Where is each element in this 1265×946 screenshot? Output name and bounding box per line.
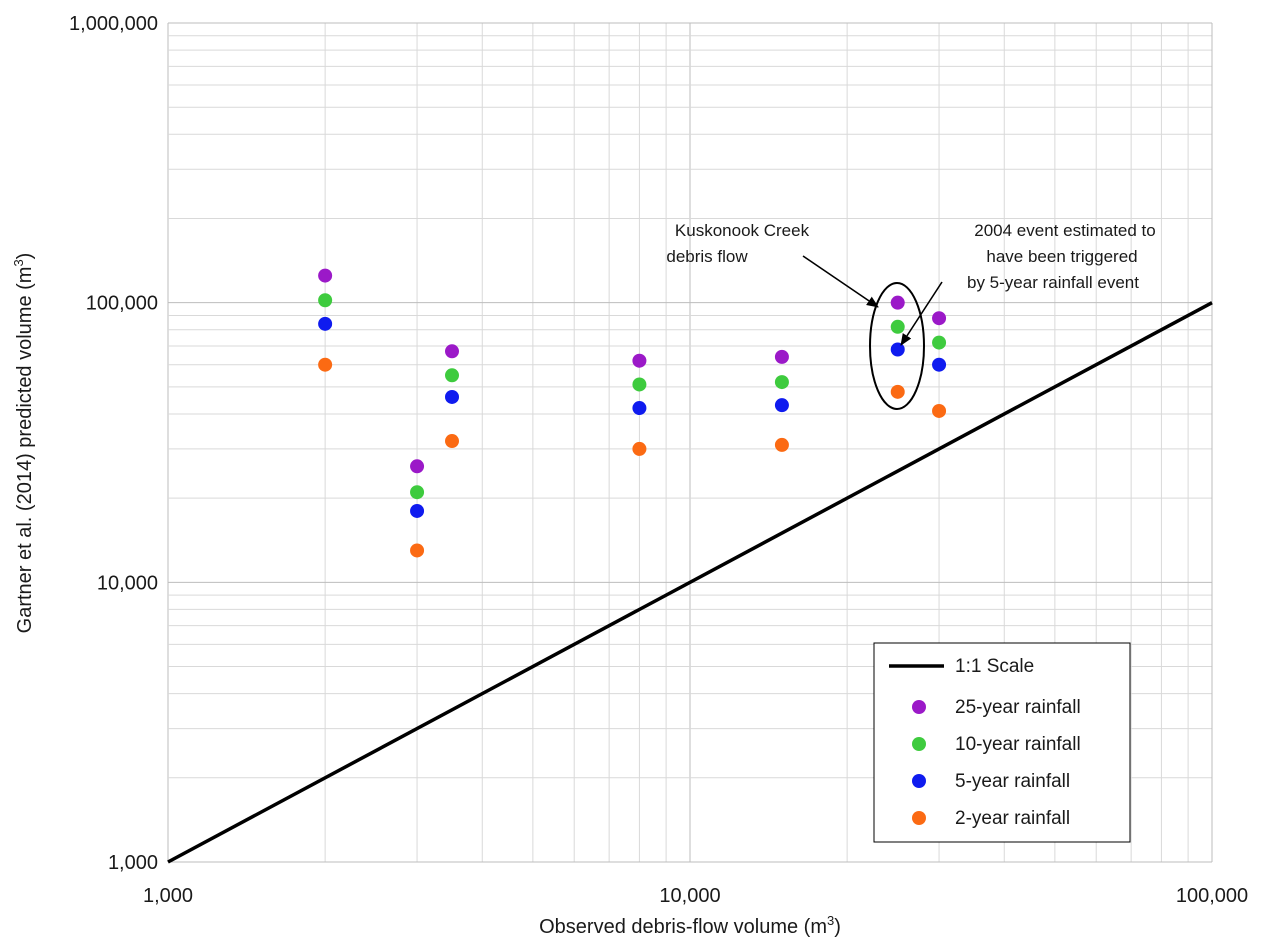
annotation-2004-line-2: have been triggered — [986, 247, 1137, 266]
data-point-10-year-rainfall — [632, 377, 647, 392]
reference-line-layer — [167, 301, 1213, 864]
data-point-5-year-rainfall — [318, 316, 333, 331]
data-point-10-year-rainfall — [318, 293, 333, 308]
y-tick-label: 1,000 — [108, 852, 158, 874]
legend-swatch-5-year — [912, 774, 926, 788]
x-axis-title: Observed debris-flow volume (m3) — [539, 913, 841, 938]
legend-label-10-year: 10-year rainfall — [955, 734, 1081, 755]
annotation-2004-line-3: by 5-year rainfall event — [967, 273, 1139, 292]
data-point-25-year-rainfall — [932, 311, 947, 326]
y-axis-title-end: ) — [14, 253, 36, 260]
data-point-10-year-rainfall — [445, 368, 460, 383]
data-point-2-year-rainfall — [318, 357, 333, 372]
x-tick-label: 10,000 — [659, 885, 720, 907]
legend: 1:1 Scale 25-year rainfall 10-year rainf… — [873, 642, 1131, 843]
data-point-5-year-rainfall — [774, 398, 789, 413]
data-point-2-year-rainfall — [632, 441, 647, 456]
data-point-5-year-rainfall — [410, 503, 425, 518]
data-point-2-year-rainfall — [890, 384, 905, 399]
data-point-2-year-rainfall — [774, 437, 789, 452]
data-point-25-year-rainfall — [445, 344, 460, 359]
annotation-arrow-2004 — [900, 281, 943, 346]
highlight-ellipse — [869, 282, 925, 410]
y-axis-title-superscript: 3 — [11, 259, 26, 266]
data-point-5-year-rainfall — [932, 357, 947, 372]
data-point-10-year-rainfall — [932, 335, 947, 350]
x-axis-title-superscript: 3 — [827, 913, 834, 928]
legend-swatch-10-year — [912, 737, 926, 751]
reference-line-1-to-1 — [167, 301, 1213, 864]
x-axis-title-main: Observed debris-flow volume (m — [539, 916, 827, 938]
legend-label-2-year: 2-year rainfall — [955, 808, 1070, 829]
data-point-25-year-rainfall — [632, 353, 647, 368]
data-point-2-year-rainfall — [410, 543, 425, 558]
x-tick-label: 1,000 — [143, 885, 193, 907]
data-point-5-year-rainfall — [632, 401, 647, 416]
data-point-25-year-rainfall — [890, 295, 905, 310]
y-axis-title: Gartner et al. (2014) predicted volume (… — [11, 253, 36, 634]
legend-label-5-year: 5-year rainfall — [955, 771, 1070, 792]
legend-label-25-year: 25-year rainfall — [955, 697, 1081, 718]
annotation-kuskonook-line-2: debris flow — [666, 247, 748, 266]
annotation-arrow-kuskonook — [802, 255, 879, 308]
data-point-2-year-rainfall — [445, 434, 460, 449]
tick-labels: 1,000 10,000 100,000 1,000 10,000 100,000 1,00… — [69, 13, 1248, 907]
y-axis-title-main: Gartner et al. (2014) predicted volume (… — [14, 267, 36, 634]
annotation-2004-line-1: 2004 event estimated to — [974, 221, 1155, 240]
data-point-5-year-rainfall — [445, 389, 460, 404]
y-tick-label: 10,000 — [97, 572, 158, 594]
data-point-25-year-rainfall — [774, 349, 789, 364]
data-point-25-year-rainfall — [410, 459, 425, 474]
data-point-2-year-rainfall — [932, 403, 947, 418]
data-point-25-year-rainfall — [318, 268, 333, 283]
annotation-kuskonook-line-1: Kuskonook Creek — [675, 221, 810, 240]
data-point-5-year-rainfall — [890, 342, 905, 357]
y-tick-label: 100,000 — [86, 293, 158, 315]
x-axis-title-end: ) — [834, 916, 841, 938]
data-points — [318, 268, 947, 558]
legend-label-reference-line: 1:1 Scale — [955, 656, 1034, 677]
legend-swatch-2-year — [912, 811, 926, 825]
data-point-10-year-rainfall — [890, 319, 905, 334]
legend-swatch-25-year — [912, 700, 926, 714]
y-tick-label: 1,000,000 — [69, 13, 158, 35]
x-tick-label: 100,000 — [1176, 885, 1248, 907]
data-point-10-year-rainfall — [410, 485, 425, 500]
data-point-10-year-rainfall — [774, 375, 789, 390]
